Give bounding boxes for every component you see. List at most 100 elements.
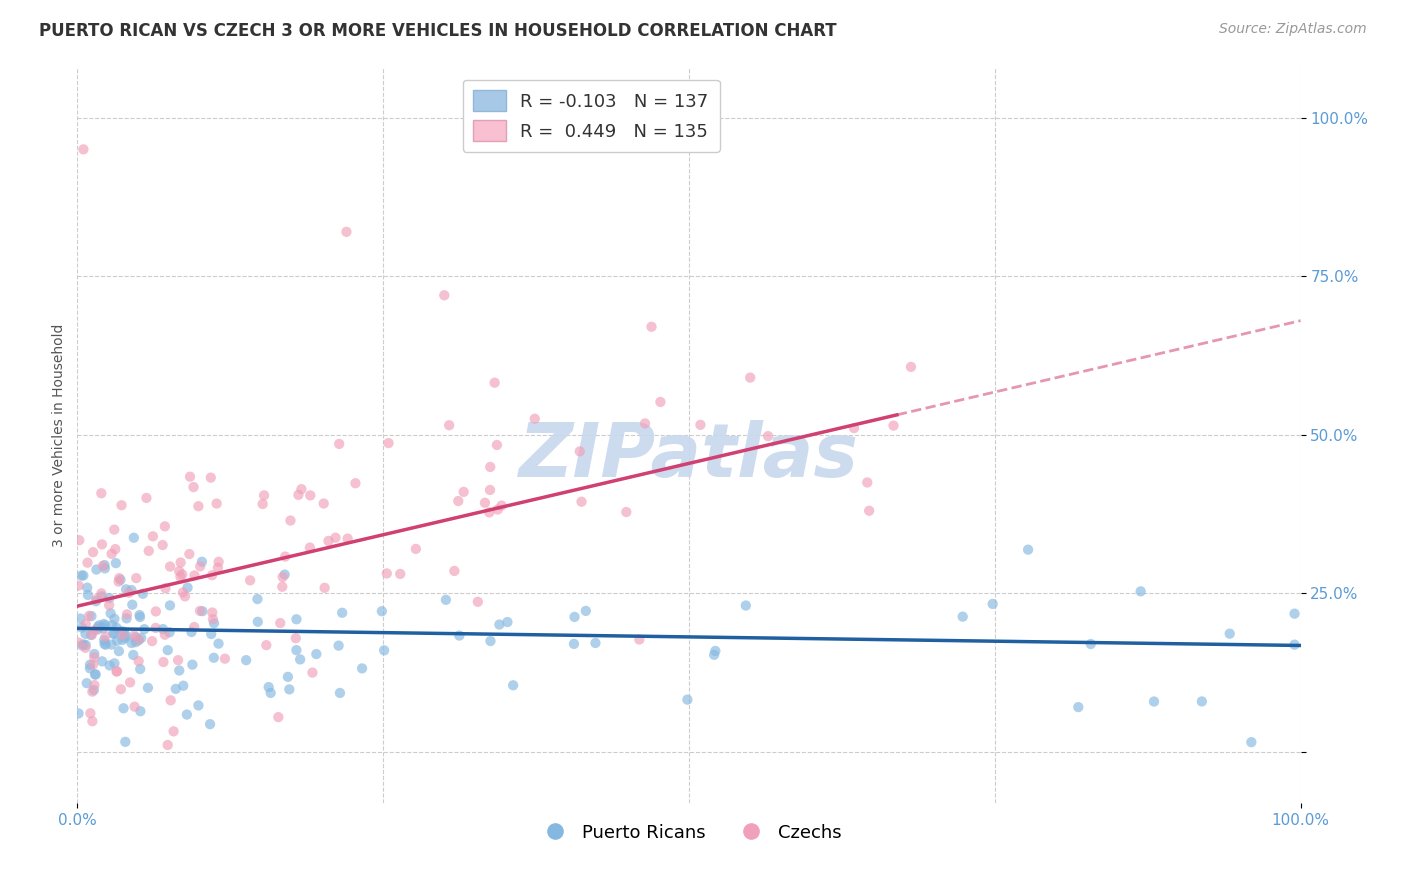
Point <box>704 644 727 658</box>
Point <box>100 547 122 561</box>
Point <box>169 569 191 583</box>
Point <box>443 564 465 578</box>
Point <box>124 628 146 642</box>
Point <box>299 488 322 502</box>
Point <box>172 585 194 599</box>
Point <box>86 563 108 577</box>
Point <box>104 556 127 570</box>
Point <box>568 444 591 458</box>
Point <box>152 622 174 636</box>
Point <box>90 590 112 604</box>
Point <box>689 417 711 432</box>
Point <box>176 707 198 722</box>
Point <box>274 549 297 564</box>
Point <box>84 667 107 681</box>
Point <box>118 585 141 599</box>
Point <box>115 611 138 625</box>
Point <box>344 476 367 491</box>
Point <box>98 591 121 605</box>
Point <box>75 638 97 652</box>
Point <box>124 699 146 714</box>
Point <box>179 469 201 483</box>
Point <box>80 628 103 642</box>
Point <box>298 541 321 555</box>
Point <box>155 581 177 595</box>
Point <box>488 617 510 632</box>
Point <box>82 684 104 698</box>
Point <box>76 556 98 570</box>
Point <box>214 651 236 665</box>
Point <box>479 459 502 474</box>
Point <box>191 604 214 618</box>
Point <box>103 612 125 626</box>
Point <box>1017 542 1039 557</box>
Point <box>329 686 352 700</box>
Point <box>703 648 725 662</box>
Point <box>952 609 974 624</box>
Point <box>246 592 269 607</box>
Point <box>1067 700 1090 714</box>
Point <box>856 475 879 490</box>
Point <box>179 547 201 561</box>
Point <box>290 482 312 496</box>
Point <box>129 610 152 624</box>
Point <box>740 370 762 384</box>
Point <box>202 616 225 631</box>
Point <box>75 627 97 641</box>
Point <box>562 637 585 651</box>
Point <box>159 693 181 707</box>
Point <box>101 618 124 632</box>
Point <box>75 640 97 655</box>
Y-axis label: 3 or more Vehicles in Household: 3 or more Vehicles in Household <box>52 323 66 547</box>
Point <box>502 678 524 692</box>
Point <box>134 622 156 636</box>
Point <box>93 558 115 572</box>
Point <box>152 655 174 669</box>
Point <box>484 376 506 390</box>
Point <box>314 581 336 595</box>
Point <box>124 635 146 649</box>
Point <box>135 491 157 505</box>
Point <box>640 319 662 334</box>
Point <box>91 537 114 551</box>
Point <box>575 604 598 618</box>
Point <box>141 634 163 648</box>
Point <box>280 514 302 528</box>
Point <box>1219 626 1241 640</box>
Point <box>87 622 110 636</box>
Point <box>77 608 100 623</box>
Point <box>75 617 97 632</box>
Legend: Puerto Ricans, Czechs: Puerto Ricans, Czechs <box>530 816 848 849</box>
Point <box>94 638 117 652</box>
Point <box>159 625 181 640</box>
Point <box>180 625 202 640</box>
Point <box>128 632 150 647</box>
Point <box>167 653 190 667</box>
Point <box>254 638 277 652</box>
Point <box>325 531 347 545</box>
Point <box>91 559 114 574</box>
Point <box>167 564 190 578</box>
Point <box>301 665 323 680</box>
Point <box>72 639 94 653</box>
Point <box>83 678 105 692</box>
Text: ZIPatlas: ZIPatlas <box>519 420 859 493</box>
Point <box>114 631 136 645</box>
Point <box>172 567 194 582</box>
Point <box>112 624 135 639</box>
Point <box>87 620 110 634</box>
Point <box>91 654 114 668</box>
Point <box>89 618 111 632</box>
Point <box>93 621 115 635</box>
Point <box>202 650 225 665</box>
Point <box>128 608 150 623</box>
Point <box>1129 584 1152 599</box>
Point <box>90 586 112 600</box>
Point <box>76 581 98 595</box>
Point <box>165 681 187 696</box>
Point <box>153 519 176 533</box>
Point <box>110 573 132 587</box>
Point <box>491 499 513 513</box>
Point <box>200 627 222 641</box>
Point <box>1191 694 1213 708</box>
